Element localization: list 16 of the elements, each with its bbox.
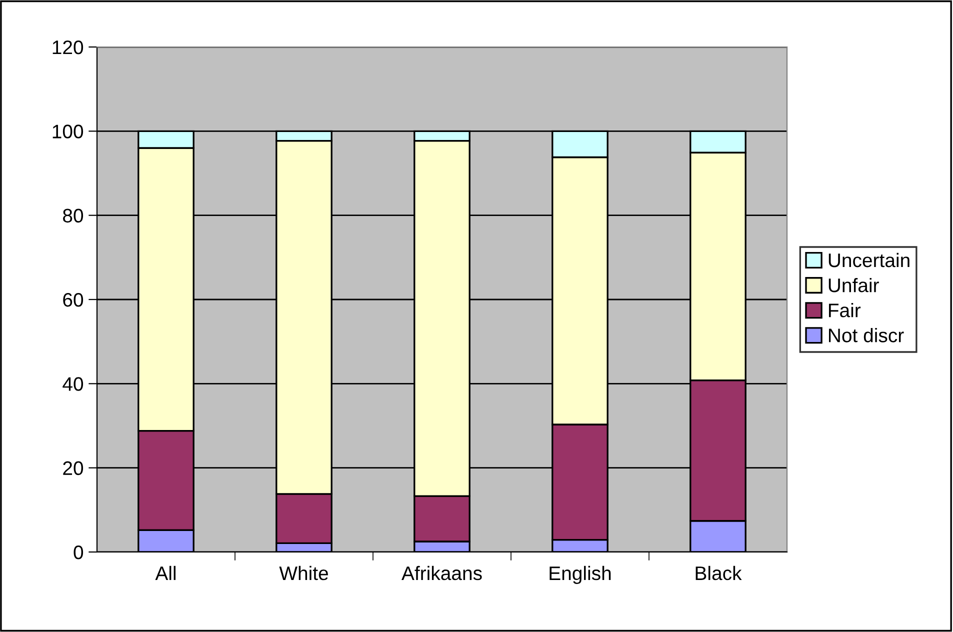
- y-tick-label: 80: [63, 208, 84, 223]
- y-tick-label: 0: [74, 545, 84, 560]
- y-tick-label: 60: [63, 292, 84, 307]
- x-tick-label: English: [550, 566, 611, 584]
- y-tick-label: 40: [62, 377, 84, 391]
- legend-label: Unfair: [828, 278, 879, 292]
- x-tick-label: White: [279, 566, 328, 580]
- x-tick-label: Black: [696, 566, 742, 580]
- legend-label: Fair: [828, 303, 861, 318]
- y-tick-label: 100: [52, 124, 84, 138]
- legend-label: Not discr: [828, 328, 904, 342]
- legend-label: Uncertain: [828, 252, 910, 268]
- x-tick-label: Afrikaans: [402, 566, 482, 580]
- x-tick-label: All: [155, 566, 176, 580]
- y-tick-label: 120: [52, 40, 84, 54]
- y-tick-label: 20: [63, 461, 84, 476]
